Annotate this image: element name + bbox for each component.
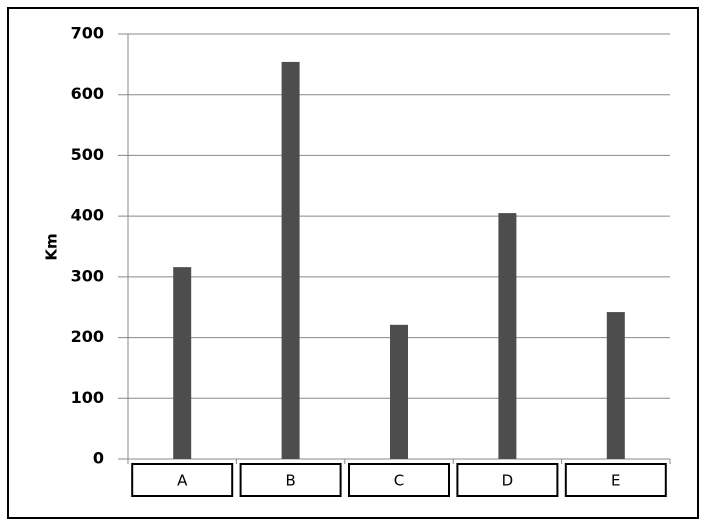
y-axis-label: Km [43,233,61,260]
x-tick-label: C [394,472,404,490]
category-box [348,463,450,497]
category-box [564,463,667,497]
y-tick-label: 400 [71,206,104,225]
y-tick-label: 200 [71,327,104,346]
x-tick-label: B [285,472,295,490]
category-box [239,463,342,497]
x-tick-label: E [611,472,620,490]
y-tick-label: 500 [71,145,104,164]
category-box [456,463,559,497]
y-tick-label: 0 [93,449,104,468]
y-tick-label: 600 [71,84,104,103]
category-box [131,463,234,497]
x-tick-label: D [502,472,514,490]
bar [173,267,192,459]
bar [390,324,408,459]
bar [498,213,517,459]
frame [7,7,699,519]
y-tick-label: 700 [71,24,104,43]
y-tick-label: 100 [71,388,104,407]
bar [281,61,300,460]
bar [606,312,625,459]
x-tick-label: A [177,472,188,490]
y-tick-label: 300 [71,266,104,285]
